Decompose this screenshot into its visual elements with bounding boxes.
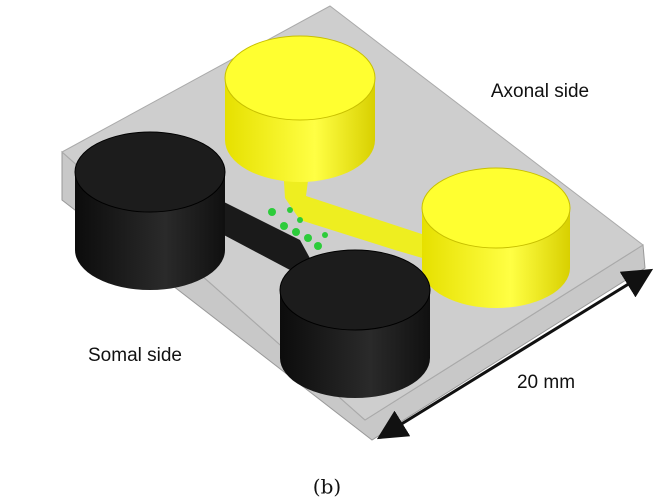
somal-label: Somal side: [88, 345, 182, 366]
caption: (b): [313, 475, 341, 499]
axonal-label: Axonal side: [491, 81, 589, 102]
scale-label: 20 mm: [517, 372, 575, 393]
figure: Axonal side Somal side 20 mm (b): [0, 0, 654, 504]
